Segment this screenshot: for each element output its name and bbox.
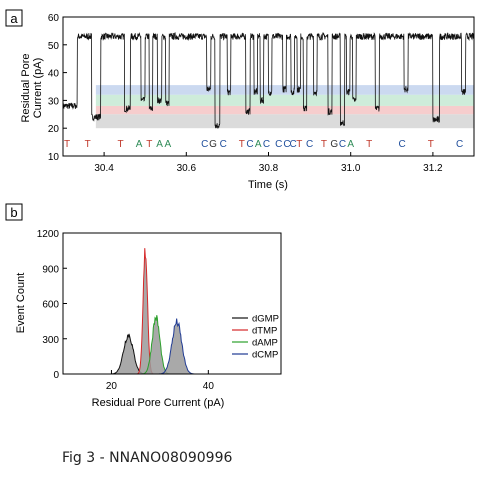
sequence-label: C xyxy=(339,139,346,150)
y-tick-label: 50 xyxy=(48,41,60,52)
y-tick-label: 40 xyxy=(48,69,60,80)
panel-a-label: a xyxy=(10,11,18,26)
histograms xyxy=(109,248,197,375)
sequence-label: C xyxy=(275,139,282,150)
y-axis-label-line1: Residual Pore xyxy=(20,53,32,122)
sequence-label: C xyxy=(220,139,227,150)
histogram-fill-dTMP xyxy=(136,248,155,374)
x-axis-ticks: 30.4 30.6 30.8 31.0 31.2 xyxy=(94,152,443,174)
panel-a: a T T T A T A A C G C T C A C C CC T C T G C A T C T C 1020304050… xyxy=(5,9,475,191)
y-tick-label: 20 xyxy=(48,124,60,135)
y-tick-label: 30 xyxy=(48,96,60,107)
histogram-line-dCMP xyxy=(157,318,196,375)
x-tick-label: 30.8 xyxy=(259,163,279,174)
sequence-label: G xyxy=(330,139,338,150)
sequence-label: A xyxy=(164,139,171,150)
band-dCMP xyxy=(95,85,474,95)
x-tick-label: 31.2 xyxy=(423,163,443,174)
legend-label-dTMP: dTMP xyxy=(252,326,277,337)
legend-label-dAMP: dAMP xyxy=(252,338,278,349)
figure-caption: Fig 3 - NNANO08090996 xyxy=(62,450,233,466)
current-trace xyxy=(62,31,475,130)
sequence-label: C xyxy=(398,139,405,150)
sequence-label: C xyxy=(306,139,313,150)
y-axis-ticks: 10 20 30 40 50 60 xyxy=(48,13,67,163)
x-axis-ticks: 20 40 xyxy=(106,370,214,392)
sequence-label: C xyxy=(246,139,253,150)
x-axis-label: Time (s) xyxy=(248,179,288,191)
sequence-label: T xyxy=(85,139,91,150)
sequence-label: T xyxy=(64,139,70,150)
band-dAMP xyxy=(95,94,474,106)
panel-b-label: b xyxy=(10,205,17,220)
sequence-label: T xyxy=(239,139,245,150)
panel-b-label-box xyxy=(5,203,23,221)
sequence-label: T xyxy=(366,139,372,150)
y-tick-label: 600 xyxy=(42,300,59,311)
sequence-label: A xyxy=(156,139,163,150)
legend-label-dGMP: dGMP xyxy=(252,314,279,325)
y-tick-label: 1200 xyxy=(37,229,60,240)
legend-label-dCMP: dCMP xyxy=(252,350,278,361)
x-tick-label: 30.6 xyxy=(177,163,197,174)
y-axis-ticks: 0 300 600 900 1200 xyxy=(37,229,67,381)
y-tick-label: 300 xyxy=(42,335,59,346)
histogram-fill-dGMP xyxy=(109,334,148,374)
sequence-label: C xyxy=(456,139,463,150)
x-tick-label: 31.0 xyxy=(341,163,361,174)
y-tick-label: 10 xyxy=(48,152,60,163)
x-tick-label: 30.4 xyxy=(94,163,114,174)
level-bands xyxy=(95,85,474,129)
sequence-label: C xyxy=(201,139,208,150)
x-tick-label: 40 xyxy=(203,381,215,392)
sequence-label: G xyxy=(209,139,217,150)
sequence-label: T xyxy=(117,139,123,150)
y-axis-label-line2: Current (pA) xyxy=(32,58,44,119)
trace-line xyxy=(62,31,475,130)
y-tick-label: 0 xyxy=(53,370,59,381)
y-axis-label: Event Count xyxy=(15,273,27,334)
histogram-fill-dAMP xyxy=(140,315,172,374)
sequence-label: C xyxy=(263,139,270,150)
sequence-label: C xyxy=(283,139,290,150)
band-dGMP xyxy=(95,114,474,129)
histogram-fill-dCMP xyxy=(157,318,197,374)
sequence-label: T xyxy=(428,139,434,150)
y-tick-label: 60 xyxy=(48,13,60,24)
panel-a-label-box xyxy=(5,9,23,27)
sequence-label: T xyxy=(146,139,152,150)
band-dTMP xyxy=(95,105,474,115)
sequence-label: T xyxy=(296,139,302,150)
sequence-label: C xyxy=(290,139,297,150)
sequence-label: T xyxy=(321,139,327,150)
sequence-label: A xyxy=(347,139,354,150)
sequence-labels: T T T A T A A C G C T C A C C CC T C T G C A T C T C xyxy=(64,139,463,150)
sequence-label: A xyxy=(255,139,262,150)
y-tick-label: 900 xyxy=(42,264,59,275)
x-axis-label: Residual Pore Current (pA) xyxy=(92,397,225,409)
sequence-label: A xyxy=(136,139,143,150)
x-tick-label: 20 xyxy=(106,381,118,392)
